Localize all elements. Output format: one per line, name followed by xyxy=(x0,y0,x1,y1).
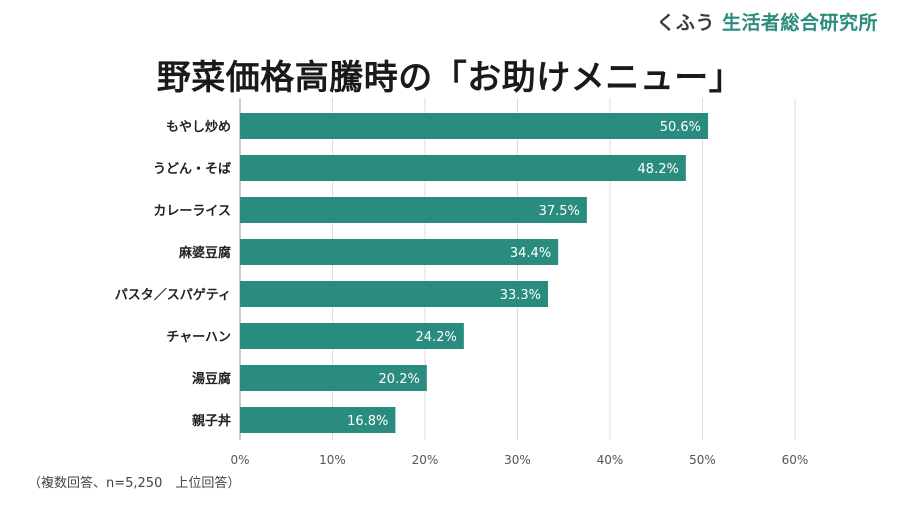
bar xyxy=(240,365,427,391)
data-label: 33.3% xyxy=(500,288,541,303)
x-tick-label: 20% xyxy=(412,453,439,467)
x-tick-label: 60% xyxy=(782,453,809,467)
bar xyxy=(240,323,464,349)
category-label: 親子丼 xyxy=(192,413,231,429)
brand-name: 生活者総合研究所 xyxy=(721,12,878,34)
chart-title: 野菜価格高騰時の「お助けメニュー」 xyxy=(156,58,744,98)
category-label: チャーハン xyxy=(166,330,231,345)
data-label: 50.6% xyxy=(660,120,701,135)
bar xyxy=(240,197,587,223)
brand-logo: くふう 生活者総合研究所 xyxy=(656,8,878,35)
brand-kana: くふう xyxy=(656,12,715,34)
data-label: 37.5% xyxy=(539,204,580,219)
category-label: カレーライス xyxy=(153,204,231,219)
category-label: 湯豆腐 xyxy=(192,371,231,387)
category-label: もやし炒め xyxy=(166,120,231,135)
data-label: 24.2% xyxy=(416,330,457,345)
x-tick-label: 40% xyxy=(597,453,624,467)
data-label: 16.8% xyxy=(347,414,388,429)
category-label: パスタ／スパゲティ xyxy=(115,287,231,303)
x-tick-label: 10% xyxy=(319,453,346,467)
x-tick-label: 0% xyxy=(230,453,249,467)
bar xyxy=(240,407,396,433)
survey-note: （複数回答、n=5,250 上位回答） xyxy=(28,476,241,491)
data-label: 20.2% xyxy=(379,372,420,387)
bar xyxy=(240,281,549,307)
data-label: 48.2% xyxy=(638,162,679,177)
data-label: 34.4% xyxy=(510,246,551,261)
bar xyxy=(240,239,559,265)
category-label: うどん・そば xyxy=(153,162,231,177)
category-label: 麻婆豆腐 xyxy=(178,245,231,261)
x-tick-label: 30% xyxy=(504,453,531,467)
bar xyxy=(240,113,709,139)
x-tick-label: 50% xyxy=(689,453,716,467)
bar xyxy=(240,155,686,181)
